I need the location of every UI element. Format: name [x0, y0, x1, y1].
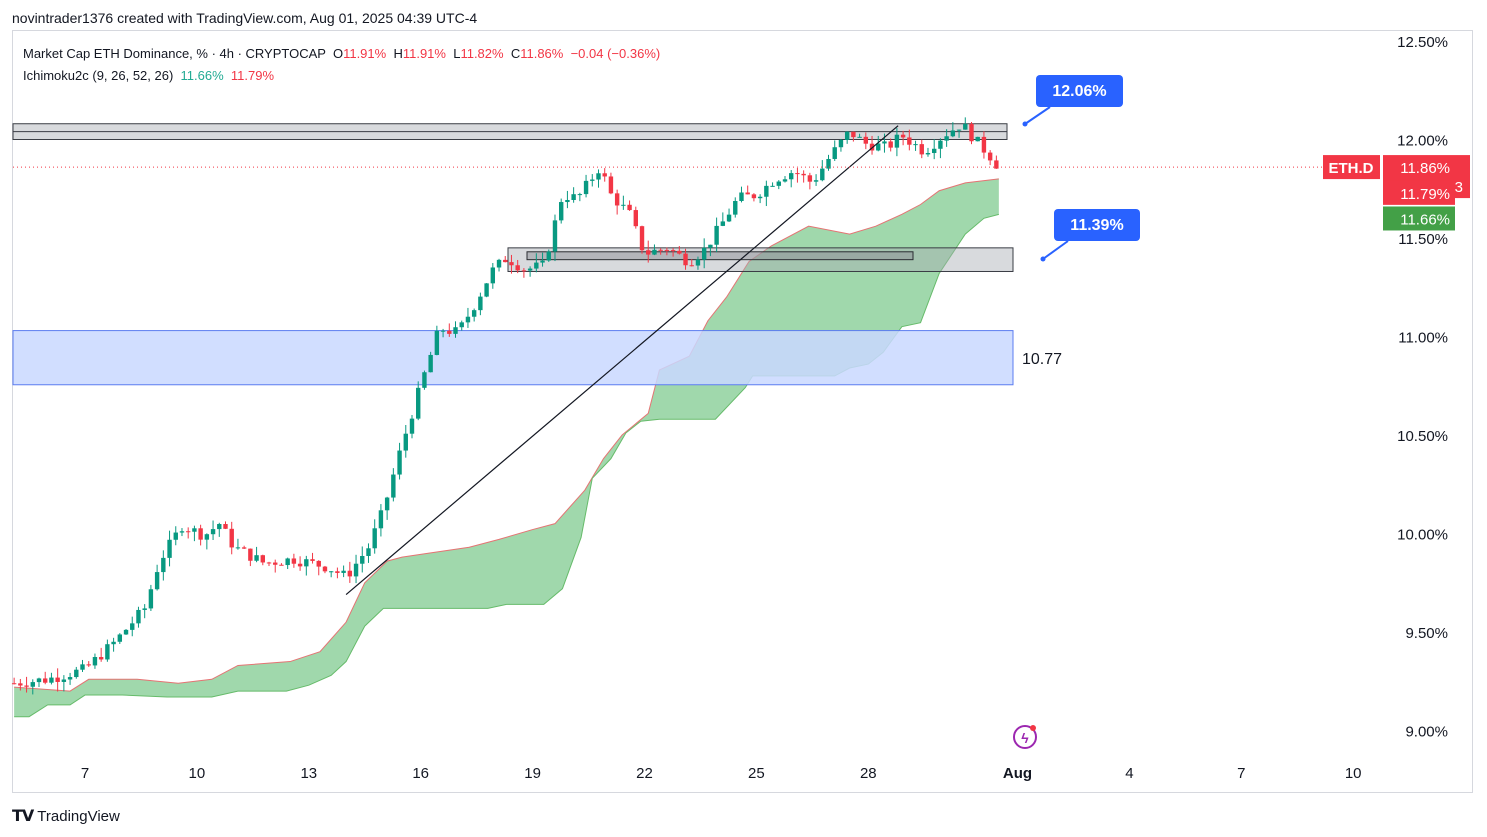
- indicator-value-2: 11.79%: [230, 68, 275, 83]
- close-value: 11.86%: [520, 46, 564, 61]
- change-value: −0.04 (−0.36%): [570, 46, 661, 61]
- tradingview-logo-icon: 𝗧𝗩: [12, 808, 34, 825]
- open-label: O: [332, 46, 344, 61]
- low-value: 11.82%: [460, 46, 504, 61]
- close-label: C: [510, 46, 521, 61]
- indicator-value-1: 11.66%: [180, 68, 224, 83]
- instrument-label: Market Cap ETH Dominance, % · 4h · CRYPT…: [23, 46, 326, 61]
- indicator-label: Ichimoku2c (9, 26, 52, 26): [23, 68, 174, 83]
- brand-label: TradingView: [37, 807, 120, 825]
- high-value: 11.91%: [402, 46, 446, 61]
- created-by-line: novintrader1376 created with TradingView…: [12, 10, 478, 26]
- symbol-legend[interactable]: Market Cap ETH Dominance, % · 4h · CRYPT…: [23, 46, 660, 61]
- open-value: 11.91%: [343, 46, 387, 61]
- tradingview-brand[interactable]: 𝗧𝗩 TradingView: [12, 806, 120, 826]
- indicator-legend[interactable]: Ichimoku2c (9, 26, 52, 26) 11.66% 11.79%: [23, 68, 274, 83]
- low-label: L: [453, 46, 461, 61]
- chart-frame: [12, 30, 1473, 793]
- high-label: H: [393, 46, 403, 61]
